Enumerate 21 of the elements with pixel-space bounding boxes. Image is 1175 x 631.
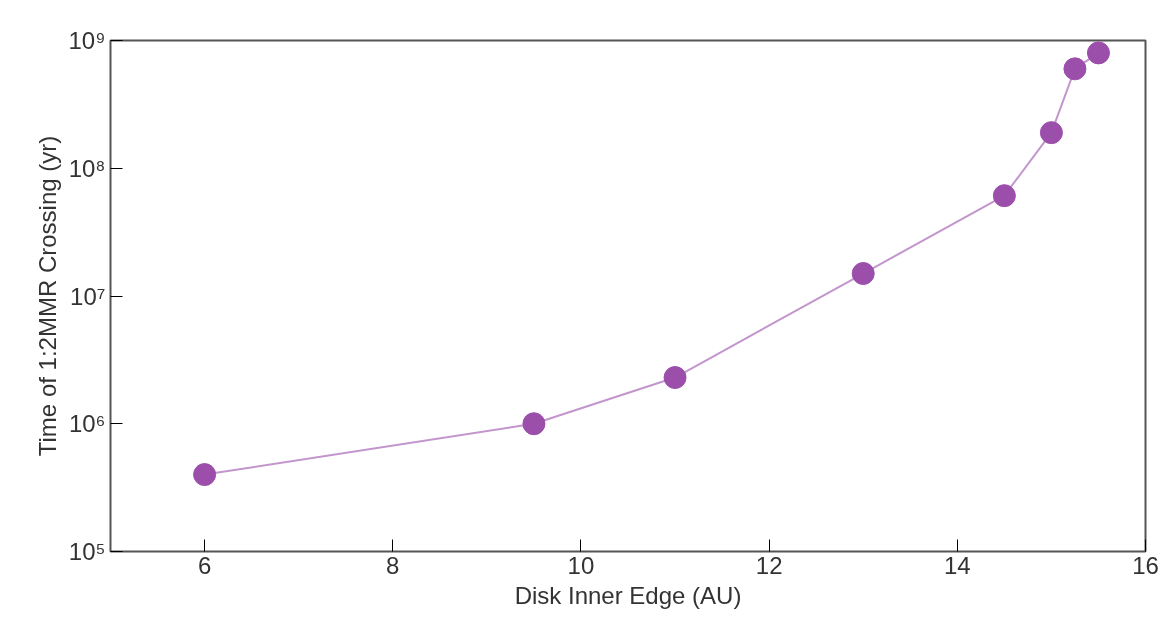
y-tick-label: 10⁹ bbox=[68, 27, 106, 54]
x-tick-label: 8 bbox=[386, 551, 400, 579]
point bbox=[1086, 41, 1110, 65]
x-tick-label: 6 bbox=[197, 551, 212, 579]
point bbox=[992, 184, 1016, 208]
x-tick-label: 16 bbox=[1132, 551, 1159, 579]
y-tick-label: 10⁶ bbox=[68, 410, 106, 438]
y-axis-title: Time of 1:2MMR Crossing (yr) bbox=[33, 135, 61, 457]
y-tick-label: 10⁸ bbox=[68, 154, 106, 182]
point bbox=[522, 412, 546, 436]
x-tick-label: 14 bbox=[943, 551, 971, 579]
point bbox=[193, 463, 217, 487]
y-tick-label: 10⁵ bbox=[68, 538, 106, 565]
point bbox=[851, 262, 875, 285]
point bbox=[1039, 121, 1063, 145]
x-tick-label: 10 bbox=[567, 551, 595, 579]
y-tick-label: 10⁷ bbox=[70, 282, 106, 310]
point bbox=[663, 366, 687, 390]
x-axis-title: Disk Inner Edge (AU) bbox=[514, 581, 742, 609]
x-tick-label: 12 bbox=[755, 551, 783, 579]
point bbox=[1063, 57, 1087, 81]
